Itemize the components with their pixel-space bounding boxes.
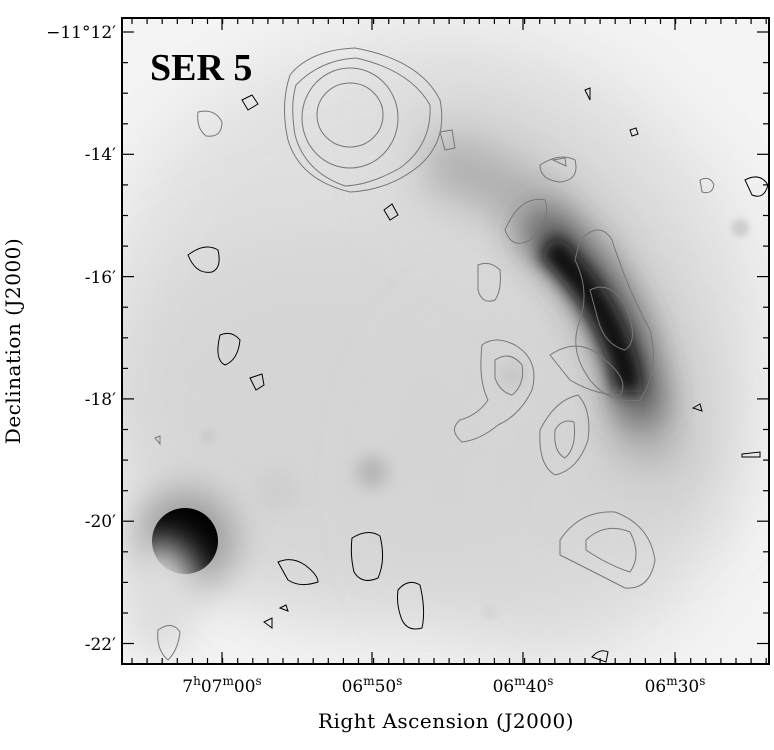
x-tick-label-3: 06m30s: [645, 674, 706, 697]
y-tick-label: -20′: [85, 512, 116, 532]
panel-label: SER 5: [150, 47, 252, 89]
x-tick-label-0: 7h07m00s: [182, 674, 261, 697]
y-tick-label: -18′: [85, 390, 116, 410]
radio-contours: [154, 47, 769, 663]
plot-frame: [121, 17, 770, 665]
x-tick-label-1: 06m50s: [342, 674, 403, 697]
grayscale-image: [122, 18, 769, 664]
y-tick-label: -22′: [85, 635, 116, 655]
y-axis-title: Declination (J2000): [1, 238, 25, 444]
y-tick-label: -16′: [85, 268, 116, 288]
y-tick-label: -14′: [85, 145, 116, 165]
y-tick-label: −11°12′: [46, 23, 116, 43]
x-tick-label-2: 06m40s: [493, 674, 554, 697]
y-tick-labels: −11°12′ -14′ -16′ -18′ -20′ -22′: [46, 23, 116, 655]
axis-ticks: [122, 18, 769, 664]
x-axis-title: Right Ascension (J2000): [318, 709, 574, 733]
x-tick-labels: 7h07m00s 06m50s 06m40s 06m30s: [182, 674, 705, 697]
